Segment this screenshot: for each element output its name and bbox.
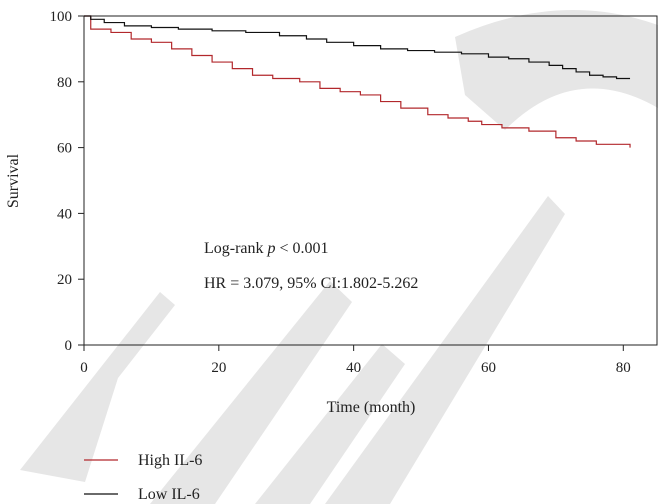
- survival-curve-high-il6: [84, 15, 631, 148]
- hazard-ratio-annotation: HR = 3.079, 95% CI:1.802-5.262: [204, 275, 418, 292]
- legend-label-high: High IL-6: [138, 452, 202, 469]
- legend: High IL-6 Low IL-6: [84, 452, 202, 503]
- y-axis-label: Survival: [5, 153, 22, 208]
- y-tick-label: 20: [57, 272, 72, 288]
- y-tick-label: 40: [57, 206, 72, 222]
- logrank-prefix: Log-rank: [204, 240, 268, 257]
- survival-curve-low-il6: [84, 15, 631, 80]
- plot-frame: [83, 15, 658, 346]
- y-tick-label: 60: [57, 141, 72, 157]
- logrank-annotation: Log-rank p < 0.001: [204, 240, 329, 257]
- watermark-letter-t: [255, 344, 405, 504]
- watermark-letter-e: [150, 281, 352, 504]
- x-tick-label: 0: [80, 360, 88, 376]
- logrank-suffix: < 0.001: [276, 240, 329, 257]
- watermark-letter-r: [20, 292, 175, 482]
- x-tick-label: 20: [211, 360, 226, 376]
- watermark-letter-r2: [325, 196, 565, 504]
- x-tick-label: 40: [346, 360, 361, 376]
- x-axis-label: Time (month): [327, 399, 416, 416]
- y-tick-label: 100: [50, 9, 73, 25]
- legend-label-low: Low IL-6: [138, 486, 200, 503]
- x-tick-label: 60: [481, 360, 496, 376]
- x-tick-label: 80: [616, 360, 631, 376]
- logrank-p: p: [267, 240, 276, 257]
- y-tick-label: 0: [65, 338, 73, 354]
- y-tick-label: 80: [57, 75, 72, 91]
- retracted-watermark: [20, 10, 658, 504]
- watermark-letter-c: [455, 10, 658, 131]
